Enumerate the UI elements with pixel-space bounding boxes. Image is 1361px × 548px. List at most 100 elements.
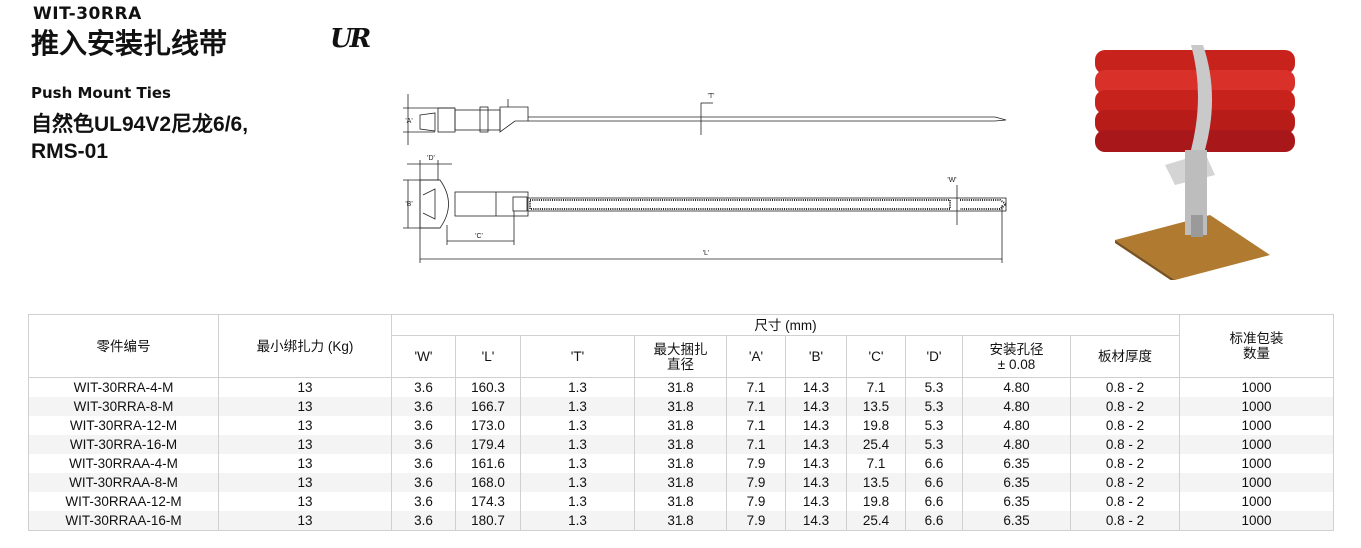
table-cell: 25.4 [846, 435, 906, 454]
table-cell: 14.3 [785, 377, 847, 397]
table-cell: 7.1 [846, 377, 906, 397]
table-cell: 1000 [1179, 473, 1334, 492]
table-cell: 1000 [1179, 511, 1334, 531]
table-cell: 4.80 [962, 416, 1071, 435]
table-row: WIT-30RRAA-12-M 13 3.6 174.3 1.3 31.8 7.9 14.3 1… [28, 492, 1334, 511]
header-dim: 'B' [785, 335, 847, 378]
table-cell: 13 [218, 416, 392, 435]
table-cell: 31.8 [634, 473, 727, 492]
top-view: 'D' 'B' 'C' 'W' 'L' [403, 155, 1008, 263]
table-cell: 14.3 [785, 473, 847, 492]
table-row: WIT-30RRA-12-M 13 3.6 173.0 1.3 31.8 7.1 14.3 19… [28, 416, 1334, 435]
table-cell: 6.35 [962, 454, 1071, 473]
table-cell: 1000 [1179, 435, 1334, 454]
table-cell: 14.3 [785, 492, 847, 511]
table-cell: 13.5 [846, 397, 906, 416]
table-cell: WIT-30RRAA-16-M [28, 511, 219, 531]
label-l: 'L' [703, 250, 710, 257]
header-dim: 'W' [391, 335, 456, 378]
table-cell: 166.7 [455, 397, 521, 416]
technical-drawing: 'A' 'T' 'D' 'B' 'C' 'W' 'L' [403, 93, 1008, 263]
table-cell: 7.9 [726, 454, 786, 473]
table-cell: 1000 [1179, 377, 1334, 397]
product-photo [1095, 45, 1295, 280]
header-dim: 'D' [905, 335, 963, 378]
table-cell: 1.3 [520, 492, 635, 511]
table-cell: 3.6 [391, 454, 456, 473]
table-cell: 7.1 [726, 416, 786, 435]
header-dim: 'A' [726, 335, 786, 378]
table-cell: 161.6 [455, 454, 521, 473]
table-cell: 1.3 [520, 511, 635, 531]
table-cell: 6.6 [905, 473, 963, 492]
header-dimensions: 尺寸 (mm) [391, 314, 1180, 336]
table-cell: 7.1 [846, 454, 906, 473]
table-cell: 31.8 [634, 435, 727, 454]
table-cell: 4.80 [962, 397, 1071, 416]
table-cell: 14.3 [785, 435, 847, 454]
table-cell: 14.3 [785, 397, 847, 416]
table-row: WIT-30RRAA-16-M 13 3.6 180.7 1.3 31.8 7.9 14.3 2… [28, 511, 1334, 531]
table-row: WIT-30RRA-8-M 13 3.6 166.7 1.3 31.8 7.1 14.3 13.… [28, 397, 1334, 416]
table-cell: 0.8 - 2 [1070, 454, 1180, 473]
table-cell: 7.1 [726, 435, 786, 454]
table-cell: 7.9 [726, 473, 786, 492]
table-cell: 5.3 [905, 397, 963, 416]
header-dim: 'L' [455, 335, 521, 378]
table-cell: 13 [218, 377, 392, 397]
table-cell: 31.8 [634, 397, 727, 416]
table-cell: 6.35 [962, 473, 1071, 492]
table-cell: 0.8 - 2 [1070, 397, 1180, 416]
table-row: WIT-30RRA-4-M 13 3.6 160.3 1.3 31.8 7.1 14.3 7.1… [28, 377, 1334, 397]
table-cell: 1.3 [520, 454, 635, 473]
table-cell: 13 [218, 511, 392, 531]
table-cell: 1000 [1179, 397, 1334, 416]
material-spec: 自然色UL94V2尼龙6/6, RMS-01 [31, 111, 351, 165]
table-cell: 180.7 [455, 511, 521, 531]
table-cell: 31.8 [634, 454, 727, 473]
table-cell: 3.6 [391, 435, 456, 454]
table-cell: 4.80 [962, 377, 1071, 397]
table-cell: 3.6 [391, 511, 456, 531]
table-cell: 1.3 [520, 416, 635, 435]
table-cell: 1000 [1179, 416, 1334, 435]
table-cell: 0.8 - 2 [1070, 416, 1180, 435]
table-cell: 3.6 [391, 473, 456, 492]
table-cell: 13 [218, 492, 392, 511]
side-view: 'A' 'T' [403, 93, 1007, 145]
specification-table: 零件编号 最小绑扎力 (Kg) 尺寸 (mm) 标准包装 数量 'W' 'L' 'T… [28, 314, 1334, 531]
table-cell: 13 [218, 435, 392, 454]
label-b: 'B' [405, 201, 412, 208]
table-cell: 5.3 [905, 435, 963, 454]
table-cell: WIT-30RRA-12-M [28, 416, 219, 435]
table-cell: WIT-30RRAA-8-M [28, 473, 219, 492]
table-cell: 0.8 - 2 [1070, 511, 1180, 531]
table-cell: 31.8 [634, 492, 727, 511]
table-cell: 1.3 [520, 435, 635, 454]
table-cell: WIT-30RRA-4-M [28, 377, 219, 397]
table-cell: 4.80 [962, 435, 1071, 454]
header-dim: 安装孔径 ± 0.08 [962, 335, 1071, 378]
product-title: 推入安装扎线带 [31, 27, 228, 60]
label-c: 'C' [475, 233, 483, 240]
table-cell: 0.8 - 2 [1070, 473, 1180, 492]
table-cell: 1.3 [520, 473, 635, 492]
header-std-pack: 标准包装 数量 [1179, 314, 1334, 378]
table-cell: 1.3 [520, 377, 635, 397]
table-cell: 25.4 [846, 511, 906, 531]
header-dim: 最大捆扎 直径 [634, 335, 727, 378]
table-cell: 13 [218, 397, 392, 416]
header-dim: 'T' [520, 335, 635, 378]
table-cell: 174.3 [455, 492, 521, 511]
table-cell: 5.3 [905, 377, 963, 397]
table-cell: 0.8 - 2 [1070, 377, 1180, 397]
table-cell: 160.3 [455, 377, 521, 397]
table-cell: 7.1 [726, 397, 786, 416]
table-cell: 3.6 [391, 416, 456, 435]
product-subtitle: Push Mount Ties [31, 84, 171, 102]
table-cell: 6.6 [905, 492, 963, 511]
table-cell: 7.9 [726, 511, 786, 531]
table-cell: 31.8 [634, 416, 727, 435]
table-cell: 5.3 [905, 416, 963, 435]
table-cell: 1.3 [520, 397, 635, 416]
